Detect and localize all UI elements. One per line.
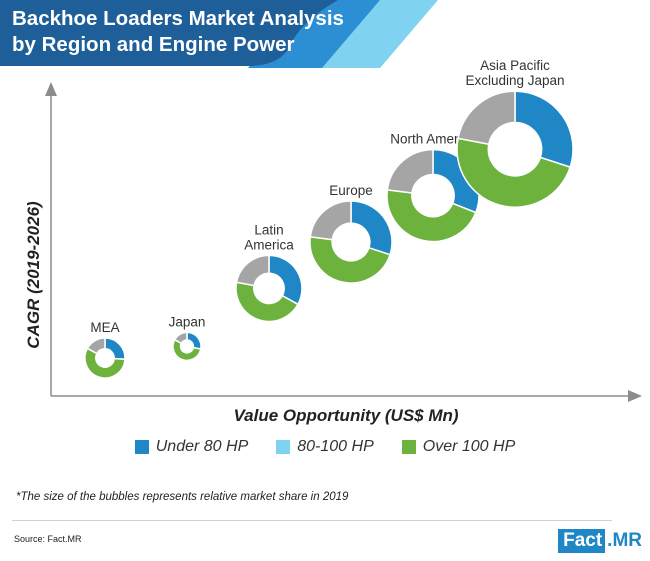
bubble-label-latin-america-line-2: America [244, 237, 294, 252]
logo-part-1: Fact [558, 529, 606, 553]
title-line-1: Backhoe Loaders Market Analysis [12, 7, 344, 30]
bubble-label-mea: MEA [90, 320, 119, 335]
bubble-chart: CAGR (2019-2026) Value Opportunity (US$ … [24, 58, 642, 425]
factmr-logo: Fact .MR [558, 529, 642, 553]
donut-segment-north-america-over-100-hp [386, 188, 477, 243]
donut-segment-europe-other [309, 200, 352, 241]
source-text: Source: Fact.MR [14, 534, 82, 544]
legend-item-under-80: Under 80 HP [134, 438, 249, 456]
bubble-label-asia-pacific-excluding-japan-line-2: Excluding Japan [465, 73, 564, 88]
donut-segment-japan-under-80-hp [186, 331, 202, 350]
x-axis-label: Value Opportunity (US$ Mn) [233, 406, 458, 425]
x-axis-arrow [628, 390, 642, 402]
footer-divider [12, 520, 612, 521]
bubble-mea: MEA [84, 320, 126, 379]
footnote: *The size of the bubbles represents rela… [16, 491, 349, 503]
donut-segment-japan-other [173, 331, 188, 345]
legend-swatch-80-100 [276, 440, 291, 454]
donut-segment-japan-over-100-hp [172, 338, 202, 362]
chart-title: Backhoe Loaders Market Analysis by Regio… [12, 6, 344, 58]
bubble-label-latin-america-line-1: Latin [254, 222, 283, 237]
legend-label-80-100: 80-100 HP [297, 438, 374, 455]
header-dark-panel [0, 0, 338, 66]
donut-segment-asia-pacific-excluding-japan-over-100-hp [456, 137, 572, 208]
donut-segment-asia-pacific-excluding-japan-under-80-hp [514, 90, 574, 169]
title-line-2: by Region and Engine Power [12, 33, 295, 56]
legend-swatch-over-100 [401, 440, 416, 454]
donut-segment-mea-under-80-hp [104, 337, 126, 361]
legend-label-under-80: Under 80 HP [155, 438, 249, 455]
bubble-label-europe: Europe [329, 183, 373, 198]
bubble-label-asia-pacific-excluding-japan-line-1: Asia Pacific [480, 58, 550, 73]
donut-segment-north-america-other [386, 148, 434, 194]
donut-segment-latin-america-over-100-hp [235, 281, 299, 323]
bubble-label-north-america: North America [390, 132, 476, 147]
legend-label-over-100: Over 100 HP [422, 438, 516, 455]
donut-segment-europe-over-100-hp [309, 236, 391, 284]
header-banner [0, 0, 438, 68]
bubble-europe: Europe [309, 183, 393, 284]
donut-segment-mea-other [86, 337, 106, 355]
donut-segment-latin-america-under-80-hp [268, 254, 303, 306]
legend-swatch-under-80 [134, 440, 149, 454]
donut-segment-asia-pacific-excluding-japan-other [457, 90, 516, 146]
donut-segment-latin-america-other [235, 254, 270, 287]
logo-part-2: .MR [607, 530, 642, 551]
donut-segment-mea-over-100-hp [84, 347, 126, 379]
y-axis-arrow [45, 82, 57, 96]
legend: Under 80 HP 80-100 HP Over 100 HP [0, 438, 650, 456]
bubble-label-japan: Japan [169, 314, 206, 329]
legend-item-80-100: 80-100 HP [276, 438, 374, 456]
donut-segment-europe-under-80-hp [350, 200, 393, 256]
bubble-japan: Japan [169, 314, 206, 362]
y-axis-label: CAGR (2019-2026) [24, 201, 43, 349]
legend-item-over-100: Over 100 HP [401, 438, 516, 456]
